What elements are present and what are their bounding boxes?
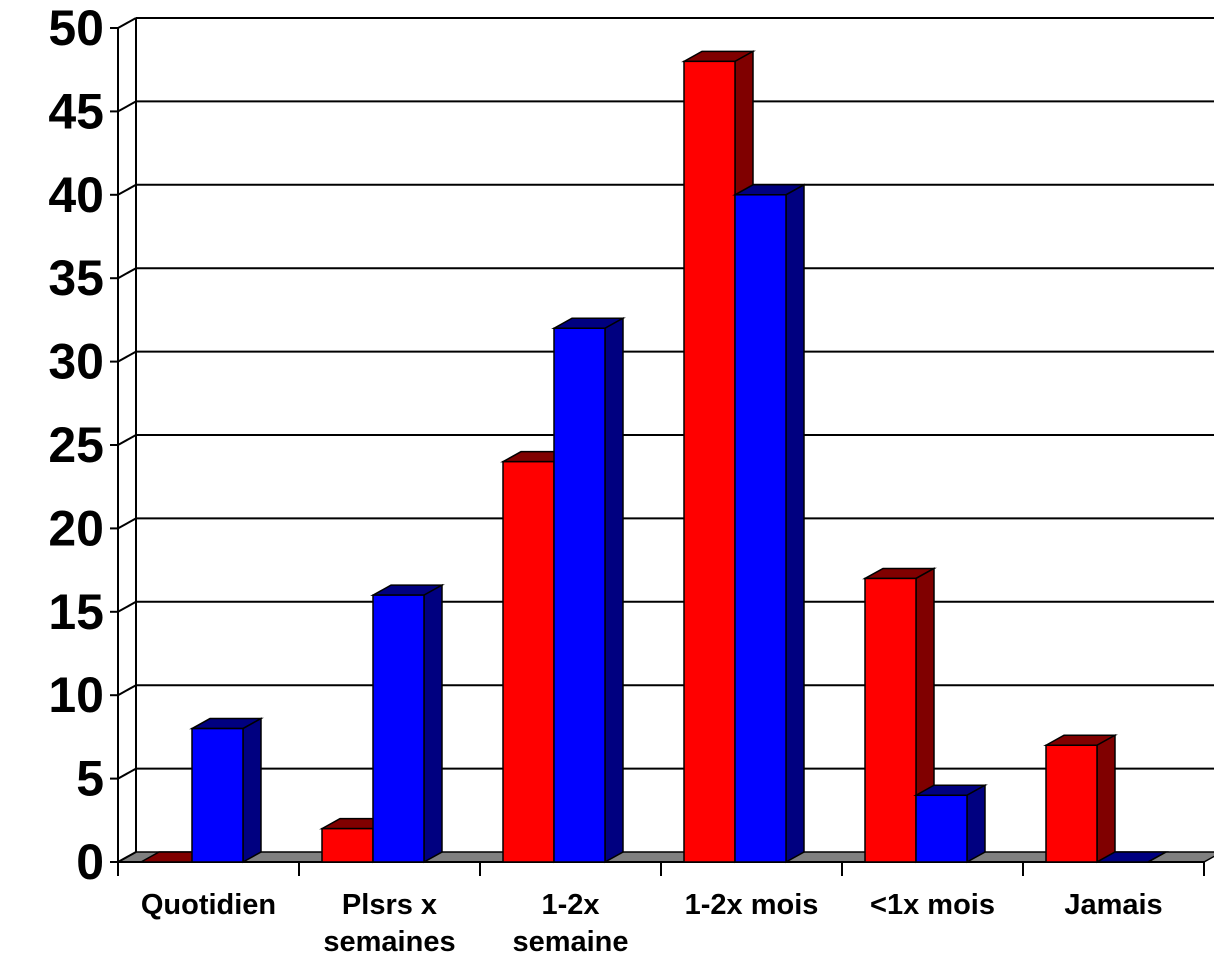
bar-front <box>321 827 374 863</box>
bar-front <box>553 327 606 863</box>
axes <box>110 18 1205 876</box>
bar-front <box>191 727 244 863</box>
bar-front <box>864 577 917 863</box>
bar-front <box>372 594 425 863</box>
y-tick-label: 30 <box>48 334 104 390</box>
y-tick-label: 10 <box>48 667 104 723</box>
x-tick-label: 1-2x mois <box>685 889 819 921</box>
bar-front <box>683 60 736 863</box>
bar <box>370 583 445 864</box>
x-tick-label: 1-2x <box>541 889 599 921</box>
bar-front <box>1045 744 1098 863</box>
x-tick-label: Quotidien <box>141 889 276 921</box>
gridline-depth <box>117 350 137 363</box>
x-tick-label: <1x mois <box>870 889 995 921</box>
bar-side <box>1147 851 1167 863</box>
bar <box>732 183 807 864</box>
y-axis-tick-labels: 0 5 10 15 20 25 30 35 40 45 50 <box>48 0 104 890</box>
gridlines <box>117 17 1214 863</box>
bar-front <box>502 460 555 863</box>
gridline-depth <box>117 100 137 113</box>
x-tick-label: Plsrs x <box>342 889 437 921</box>
gridline-depth <box>117 684 137 697</box>
gridline-depth <box>117 183 137 196</box>
gridline-depth <box>117 434 137 446</box>
y-tick-label: 50 <box>48 0 104 56</box>
y-tick-label: 5 <box>76 751 104 807</box>
y-tick-label: 25 <box>48 417 104 473</box>
gridline-depth <box>117 17 137 29</box>
bar-front <box>915 794 968 863</box>
y-tick-label: 0 <box>76 834 104 890</box>
bar <box>1094 851 1169 863</box>
y-tick-label: 20 <box>48 500 104 556</box>
bar-side <box>423 583 443 864</box>
bar-side <box>966 784 986 864</box>
bar-front <box>734 194 787 863</box>
bar-side <box>1096 733 1116 864</box>
x-tick-label: semaines <box>323 926 455 958</box>
bar-side <box>604 316 624 864</box>
gridline-depth <box>117 851 137 863</box>
x-tick-label: Jamais <box>1064 889 1162 921</box>
gridline-depth <box>117 517 137 530</box>
gridline-depth <box>117 267 137 280</box>
bar-side <box>785 183 805 864</box>
y-tick-label: 15 <box>48 584 104 640</box>
x-axis-tick-labels: Quotidien Plsrs x semaines 1-2x semaine 1-2x … <box>141 889 1163 958</box>
x-tick-label: semaine <box>512 926 628 958</box>
bar <box>551 316 626 864</box>
bar <box>913 784 988 864</box>
bars <box>138 50 1169 864</box>
bar <box>189 717 264 864</box>
gridline-depth <box>117 767 137 780</box>
y-tick-label: 40 <box>48 167 104 223</box>
gridline-depth <box>117 600 137 613</box>
y-tick-label: 35 <box>48 250 104 306</box>
bar-side <box>242 717 262 864</box>
bar <box>1043 733 1118 864</box>
y-tick-label: 45 <box>48 83 104 139</box>
